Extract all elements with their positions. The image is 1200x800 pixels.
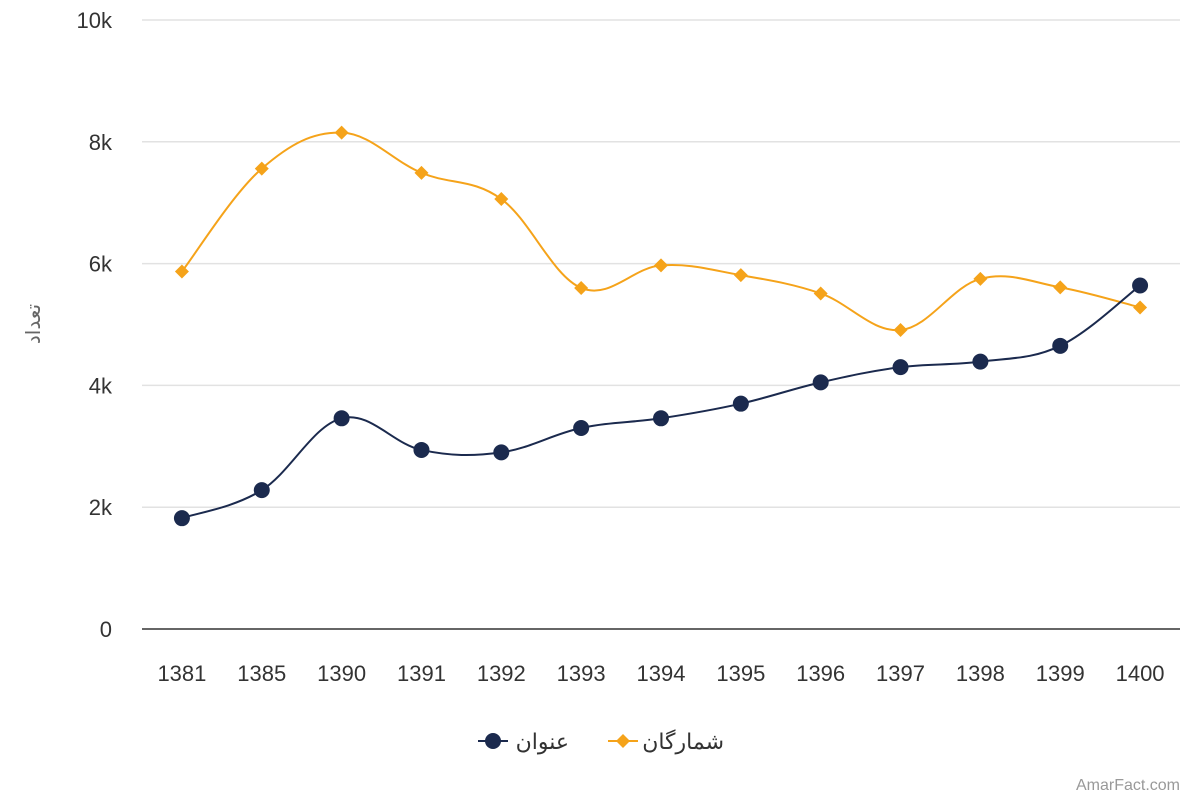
data-point-circle[interactable] bbox=[333, 410, 350, 427]
data-point-diamond[interactable] bbox=[813, 286, 828, 301]
x-tick-label: 1395 bbox=[716, 661, 765, 686]
x-tick-label: 1381 bbox=[157, 661, 206, 686]
series-line bbox=[181, 284, 1141, 520]
series-line bbox=[181, 131, 1141, 331]
data-point-diamond[interactable] bbox=[414, 165, 429, 180]
legend-marker-diamond[interactable] bbox=[616, 734, 630, 748]
x-tick-label: 1400 bbox=[1116, 661, 1165, 686]
x-tick-label: 1399 bbox=[1036, 661, 1085, 686]
x-tick-label: 1391 bbox=[397, 661, 446, 686]
credit-text: AmarFact.com bbox=[1076, 777, 1180, 794]
legend-item[interactable]: عنوان bbox=[478, 729, 569, 754]
data-point-circle[interactable] bbox=[1132, 277, 1149, 294]
x-tick-label: 1397 bbox=[876, 661, 925, 686]
x-tick-label: 1392 bbox=[477, 661, 526, 686]
data-point-diamond[interactable] bbox=[174, 264, 189, 279]
data-point-diamond[interactable] bbox=[893, 322, 908, 337]
x-tick-label: 1390 bbox=[317, 661, 366, 686]
data-point-diamond[interactable] bbox=[973, 271, 988, 286]
y-tick-label: 0 bbox=[100, 617, 112, 642]
data-point-circle[interactable] bbox=[173, 510, 190, 527]
legend-label: عنوان bbox=[516, 729, 569, 754]
data-point-diamond[interactable] bbox=[254, 161, 269, 176]
x-tick-label: 1394 bbox=[637, 661, 686, 686]
series-shomargan bbox=[174, 125, 1148, 337]
legend-item[interactable]: شمارگان bbox=[608, 729, 724, 754]
legend-label: شمارگان bbox=[642, 729, 724, 754]
data-point-diamond[interactable] bbox=[654, 258, 668, 273]
y-tick-label: 10k bbox=[77, 8, 113, 33]
legend[interactable]: عنوان شمارگان bbox=[478, 729, 724, 754]
x-tick-label: 1396 bbox=[796, 661, 845, 686]
y-tick-label: 2k bbox=[89, 495, 113, 520]
data-point-diamond[interactable] bbox=[733, 268, 748, 283]
y-tick-label: 6k bbox=[89, 252, 113, 277]
y-axis-ticks: 0 2k 4k 6k 8k 10k bbox=[77, 8, 113, 642]
x-axis-ticks: 1381 1385 1390 1391 1392 1393 1394 1395 1396 1397… bbox=[157, 661, 1164, 686]
data-point-circle[interactable] bbox=[653, 410, 669, 427]
data-point-diamond[interactable] bbox=[574, 280, 589, 295]
data-point-circle[interactable] bbox=[413, 441, 430, 458]
data-point-circle[interactable] bbox=[892, 359, 909, 376]
data-point-circle[interactable] bbox=[573, 420, 590, 437]
series-layer bbox=[173, 125, 1149, 527]
legend-marker-circle[interactable] bbox=[485, 733, 501, 749]
y-axis-label: تعداد bbox=[23, 304, 45, 344]
x-tick-label: 1385 bbox=[237, 661, 286, 686]
series-onvan bbox=[173, 277, 1149, 527]
x-tick-label: 1393 bbox=[557, 661, 606, 686]
x-tick-label: 1398 bbox=[956, 661, 1005, 686]
data-point-circle[interactable] bbox=[1052, 337, 1069, 354]
y-tick-label: 8k bbox=[89, 130, 113, 155]
data-point-circle[interactable] bbox=[253, 482, 270, 499]
data-point-diamond[interactable] bbox=[1133, 300, 1148, 315]
data-point-diamond[interactable] bbox=[334, 125, 349, 140]
data-point-diamond[interactable] bbox=[1053, 280, 1068, 295]
data-point-circle[interactable] bbox=[972, 353, 989, 370]
data-point-circle[interactable] bbox=[493, 444, 510, 461]
data-point-circle[interactable] bbox=[732, 395, 749, 412]
data-point-circle[interactable] bbox=[812, 374, 829, 391]
data-point-diamond[interactable] bbox=[494, 192, 509, 207]
y-tick-label: 4k bbox=[89, 373, 113, 398]
